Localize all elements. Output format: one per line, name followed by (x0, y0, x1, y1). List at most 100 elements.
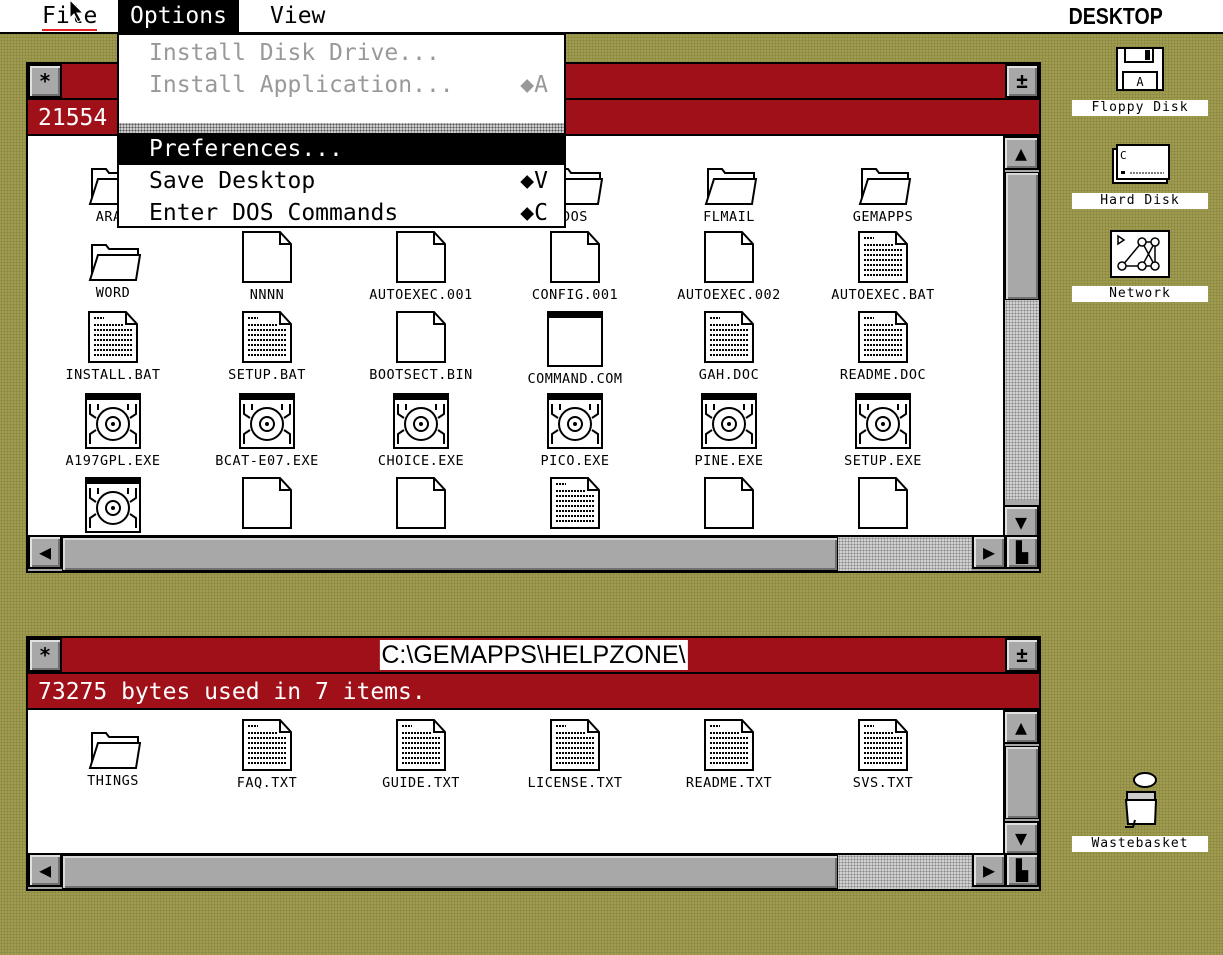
file-name: G (962, 287, 1003, 303)
file-icon[interactable]: COMMAND.COM (500, 310, 650, 387)
menu-item-label: Preferences... (149, 136, 343, 162)
text-icon (550, 477, 600, 529)
resize-handle[interactable]: ▙ (1005, 535, 1039, 569)
file-icon[interactable]: SETUP.BAT (192, 310, 342, 383)
vertical-scrollbar[interactable]: ▲ ▼ (1003, 136, 1039, 539)
file-icon[interactable]: SVS.TXT (808, 718, 958, 791)
vertical-scrollbar[interactable]: ▲ ▼ (1003, 710, 1039, 855)
file-icon[interactable]: AUTOEXEC.BAT (808, 230, 958, 303)
file-icon[interactable]: THINGS (38, 718, 188, 789)
doc-icon (858, 477, 908, 529)
scroll-left-button[interactable]: ◀ (28, 853, 62, 887)
horizontal-scroll-thumb[interactable] (62, 537, 838, 571)
desktop-icon-network[interactable]: Network (1072, 230, 1208, 302)
file-icon[interactable]: AUTOEXEC.002 (654, 230, 804, 303)
file-icon[interactable]: PICO.EXE (500, 392, 650, 469)
text-icon (858, 311, 908, 363)
menu-view[interactable]: View (258, 0, 337, 32)
horizontal-scrollbar[interactable]: ◀ ▶ ▙ (28, 535, 1039, 571)
scroll-up-button[interactable]: ▲ (1003, 710, 1039, 744)
file-icon[interactable]: FAQ.TXT (192, 718, 342, 791)
file-icon[interactable] (500, 476, 650, 533)
file-icon[interactable]: README.DOC (808, 310, 958, 383)
menu-item-preferences[interactable]: Preferences... (119, 133, 564, 165)
doc-icon (550, 231, 600, 283)
horizontal-scrollbar[interactable]: ◀ ▶ ▙ (28, 853, 1039, 889)
file-icon[interactable]: GUIDE.TXT (346, 718, 496, 791)
file-icon[interactable]: CHOICE.EXE (346, 392, 496, 469)
file-icon[interactable]: README.TXT (654, 718, 804, 791)
file-icon[interactable]: AUTOEXEC.001 (346, 230, 496, 303)
folder-icon (88, 732, 142, 769)
text-icon (550, 719, 600, 771)
menu-item-enter-dos-commands[interactable]: Enter DOS Commands ◆C (119, 197, 564, 229)
scroll-right-button[interactable]: ▶ (972, 535, 1006, 569)
file-name: UN (962, 449, 1003, 465)
file-icon[interactable]: INSTALL.BAT (38, 310, 188, 383)
file-icon[interactable]: GAH.DOC (654, 310, 804, 383)
icon-label: Wastebasket (1072, 836, 1208, 852)
file-name: GEMAPPS (852, 209, 914, 225)
fullsize-button[interactable]: ± (1005, 64, 1039, 98)
file-icon[interactable]: BOOTSECT.BIN (346, 310, 496, 383)
file-icon[interactable]: FLMAIL (654, 154, 804, 225)
file-icon[interactable] (346, 476, 496, 533)
shortcut: ◆C (520, 200, 548, 226)
file-name: PICO.EXE (540, 453, 610, 469)
doc-icon (704, 231, 754, 283)
exe-icon (85, 477, 141, 533)
vertical-scroll-track[interactable] (1005, 300, 1039, 500)
resize-handle[interactable]: ▙ (1005, 853, 1039, 887)
vertical-scroll-thumb[interactable] (1005, 172, 1039, 300)
file-icon[interactable] (654, 476, 804, 533)
horizontal-scroll-track[interactable] (838, 537, 972, 571)
file-icon[interactable]: UN (962, 392, 1003, 465)
scroll-up-button[interactable]: ▲ (1003, 136, 1039, 170)
folder-icon (88, 244, 142, 281)
file-name: FAQ.TXT (236, 775, 298, 791)
file-icon[interactable]: REA (962, 310, 1003, 383)
file-icon[interactable] (192, 476, 342, 533)
menu-item-save-desktop[interactable]: Save Desktop ◆V (119, 165, 564, 197)
close-button[interactable]: * (28, 64, 62, 98)
app-icon (547, 311, 603, 367)
file-icon[interactable]: PINE.EXE (654, 392, 804, 469)
file-icon[interactable]: A197GPL.EXE (38, 392, 188, 469)
scroll-down-button[interactable]: ▼ (1003, 821, 1039, 855)
text-icon (242, 311, 292, 363)
file-icon[interactable]: GEMAPPS (808, 154, 958, 225)
file-icon[interactable] (38, 476, 188, 537)
vertical-scroll-thumb[interactable] (1005, 746, 1039, 819)
scroll-down-button[interactable]: ▼ (1003, 505, 1039, 539)
horizontal-scroll-thumb[interactable] (62, 855, 838, 889)
scroll-left-button[interactable]: ◀ (28, 535, 62, 569)
desktop-icon-hard-disk[interactable]: C Hard Disk (1072, 143, 1208, 209)
drive-letter: A (1136, 75, 1144, 89)
desktop-icon-floppy-disk[interactable]: A Floppy Disk (1072, 46, 1208, 116)
file-icon[interactable]: NNNN (192, 230, 342, 303)
scroll-right-button[interactable]: ▶ (972, 853, 1006, 887)
horizontal-scroll-track[interactable] (838, 855, 972, 889)
shortcut: ◆A (520, 72, 548, 98)
menu-item-install-application: Install Application... ◆A (119, 69, 564, 101)
title-bar[interactable]: * C:\GEMAPPS\HELPZONE\ ± (28, 638, 1039, 674)
desktop-icon-wastebasket[interactable]: Wastebasket (1072, 770, 1208, 852)
menu-options[interactable]: Options (118, 0, 239, 32)
text-icon (704, 311, 754, 363)
file-icon[interactable]: G (962, 230, 1003, 303)
file-icon[interactable]: CONFIG.001 (500, 230, 650, 303)
file-icon[interactable]: SETUP.EXE (808, 392, 958, 469)
file-name: SVS.TXT (852, 775, 914, 791)
close-button[interactable]: * (28, 638, 62, 672)
fullsize-button[interactable]: ± (1005, 638, 1039, 672)
file-icon[interactable]: BCAT-E07.EXE (192, 392, 342, 469)
file-name: CHOICE.EXE (377, 453, 465, 469)
file-name: VER (962, 775, 1003, 791)
menu-item-label: Enter DOS Commands (149, 200, 399, 226)
file-icon[interactable]: LICENSE.TXT (500, 718, 650, 791)
exe-icon (547, 393, 603, 449)
text-icon (242, 719, 292, 771)
file-icon[interactable]: WORD (38, 230, 188, 301)
file-icon[interactable] (808, 476, 958, 533)
file-icon[interactable]: VER (962, 718, 1003, 791)
